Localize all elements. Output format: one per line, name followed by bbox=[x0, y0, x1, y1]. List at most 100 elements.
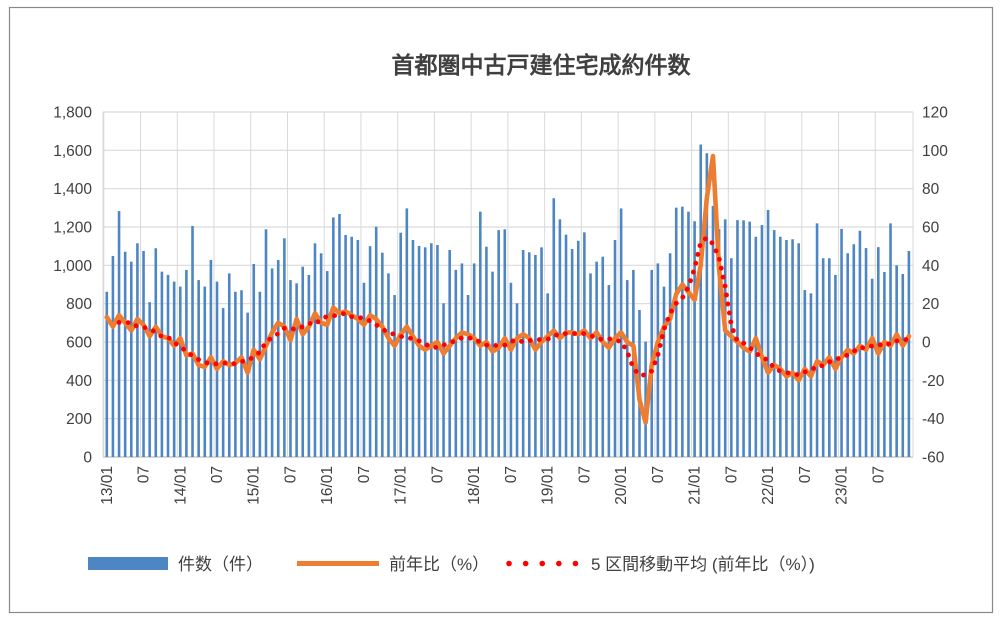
bar bbox=[185, 269, 188, 457]
bar bbox=[546, 293, 549, 457]
right-axis-tick-label: -20 bbox=[922, 373, 945, 390]
left-axis-tick-label: 1,200 bbox=[53, 220, 92, 237]
x-axis-tick-label: 22/01 bbox=[760, 466, 777, 505]
bar bbox=[540, 247, 543, 457]
bar bbox=[258, 291, 262, 457]
x-axis-tick-label: 07 bbox=[870, 466, 887, 483]
left-axis-tick-label: 0 bbox=[83, 450, 92, 467]
moving-average-series bbox=[116, 234, 912, 378]
bar bbox=[350, 236, 354, 457]
left-axis-tick-label: 800 bbox=[66, 296, 92, 313]
bar bbox=[583, 232, 586, 457]
legend-item-moving-average: 5 区間移動平均 (前年比（%）) bbox=[506, 555, 815, 574]
bar bbox=[870, 278, 874, 457]
bar bbox=[240, 290, 243, 457]
bar bbox=[136, 243, 139, 457]
bar bbox=[405, 208, 409, 457]
bar bbox=[772, 230, 776, 457]
bar bbox=[393, 295, 396, 457]
left-axis-tick-label: 400 bbox=[66, 373, 92, 390]
bar bbox=[779, 236, 782, 457]
bar bbox=[681, 206, 684, 457]
right-axis-tick-label: -60 bbox=[922, 450, 945, 467]
bar bbox=[705, 153, 709, 458]
bar bbox=[344, 235, 347, 457]
bar bbox=[785, 240, 788, 457]
bar bbox=[252, 263, 256, 457]
legend: 件数（件） 前年比（%） 5 区間移動平均 (前年比（%）) bbox=[88, 555, 815, 574]
x-axis-tick-label: 14/01 bbox=[172, 466, 189, 505]
bar bbox=[589, 273, 592, 457]
x-axis-tick-label: 07 bbox=[797, 466, 814, 483]
yoy-line bbox=[104, 153, 912, 425]
right-axis-tick-label: 120 bbox=[922, 105, 948, 122]
bar bbox=[674, 207, 678, 457]
legend-label-ma: 5 区間移動平均 (前年比（%）) bbox=[591, 555, 815, 574]
bar bbox=[662, 286, 666, 457]
x-axis-tick-label: 07 bbox=[209, 466, 226, 483]
bar bbox=[301, 266, 305, 457]
bar bbox=[478, 211, 482, 457]
x-axis-tick-label: 07 bbox=[576, 466, 593, 483]
bar bbox=[307, 274, 311, 457]
x-axis-tick-label: 23/01 bbox=[834, 466, 851, 505]
bar bbox=[564, 234, 568, 457]
bar bbox=[411, 240, 415, 457]
bar bbox=[711, 205, 715, 457]
x-axis-tick-label: 07 bbox=[282, 466, 299, 483]
ma-dotted-line bbox=[116, 234, 912, 378]
left-axis-tick-label: 1,800 bbox=[53, 105, 92, 122]
bar bbox=[687, 211, 690, 457]
bar bbox=[601, 256, 605, 457]
bar bbox=[576, 240, 580, 457]
bar bbox=[656, 263, 660, 457]
bar bbox=[325, 271, 329, 457]
x-axis-tick-label: 07 bbox=[650, 466, 667, 483]
right-axis-tick-label: 20 bbox=[922, 296, 940, 313]
bar bbox=[105, 291, 109, 457]
bar bbox=[387, 273, 390, 457]
bar bbox=[668, 253, 672, 457]
x-axis-tick-label: 07 bbox=[429, 466, 446, 483]
bar bbox=[289, 280, 292, 457]
bar bbox=[356, 240, 360, 457]
bar bbox=[234, 291, 237, 457]
bar bbox=[748, 221, 752, 457]
bar bbox=[368, 246, 372, 457]
bar bbox=[338, 213, 341, 457]
bar bbox=[815, 223, 819, 457]
bar bbox=[430, 243, 433, 457]
bar bbox=[160, 271, 164, 457]
right-axis-tick-label: 40 bbox=[922, 258, 940, 275]
left-axis-tick-label: 600 bbox=[66, 335, 92, 352]
bar bbox=[521, 250, 525, 457]
left-axis-tick-label: 200 bbox=[66, 411, 92, 428]
gridlines bbox=[102, 111, 914, 458]
bar bbox=[313, 243, 317, 457]
bar bbox=[191, 226, 194, 457]
bar bbox=[723, 219, 727, 457]
bar bbox=[821, 258, 825, 457]
bar bbox=[460, 263, 464, 457]
x-axis-tick-label: 18/01 bbox=[466, 466, 483, 505]
bar bbox=[613, 240, 617, 457]
right-axis-tick-label: 60 bbox=[922, 220, 940, 237]
x-axis-tick-label: 13/01 bbox=[99, 466, 116, 505]
bar bbox=[742, 220, 745, 457]
bar bbox=[864, 248, 868, 457]
right-axis-tick-label: 100 bbox=[922, 143, 948, 160]
x-axis-tick-label: 19/01 bbox=[540, 466, 557, 505]
bar bbox=[491, 271, 494, 457]
bar bbox=[270, 268, 274, 457]
bar bbox=[448, 250, 451, 457]
x-axis-labels: 13/01 07 14/01 07 15/01 07 16/01 07 17/01 07 18/01… bbox=[99, 466, 887, 505]
bar bbox=[570, 249, 574, 457]
bar bbox=[497, 230, 500, 457]
bar bbox=[166, 274, 170, 457]
x-axis-tick-label: 20/01 bbox=[613, 466, 630, 505]
bar bbox=[889, 223, 892, 457]
bar bbox=[883, 272, 886, 457]
bar bbox=[797, 243, 800, 457]
bar bbox=[466, 295, 470, 457]
